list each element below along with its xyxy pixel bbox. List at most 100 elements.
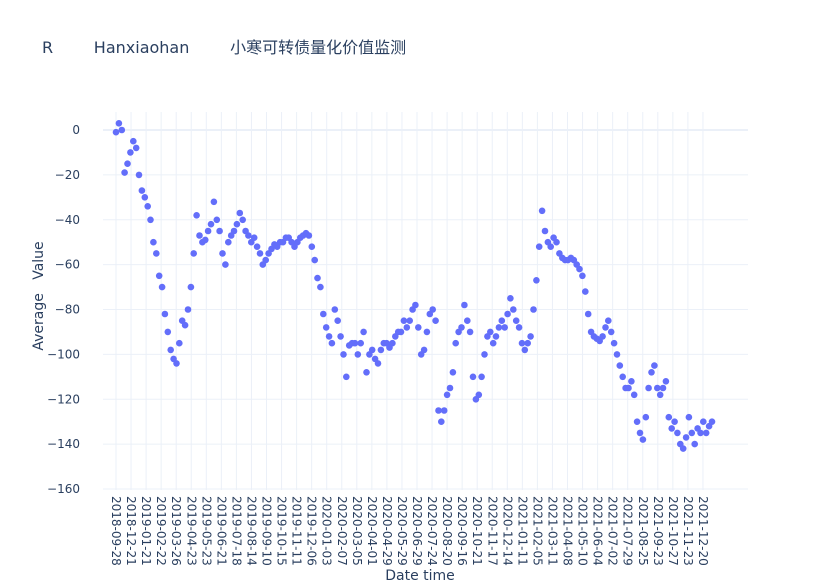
data-point	[489, 339, 497, 347]
data-point	[253, 243, 261, 250]
data-point	[487, 328, 494, 336]
data-point	[495, 324, 503, 331]
x-tick-label: 2020-12-14	[500, 496, 514, 566]
data-point	[207, 220, 215, 228]
x-tick-label: 2020-05-29	[395, 496, 409, 566]
data-point	[541, 227, 549, 235]
data-point	[225, 238, 232, 246]
x-tick-label: 2018-12-21	[124, 496, 138, 566]
data-point	[204, 227, 212, 235]
data-point	[492, 333, 500, 340]
data-point	[651, 362, 658, 369]
data-point	[181, 321, 189, 329]
x-tick-label: 2019-12-06	[305, 496, 319, 566]
data-point	[138, 187, 146, 194]
data-point	[530, 306, 537, 313]
data-point	[322, 324, 330, 331]
y-tick-label: −60	[55, 258, 80, 272]
data-point	[527, 333, 534, 340]
data-point	[584, 310, 592, 318]
x-tick-label: 2018-09-28	[109, 496, 123, 566]
data-point	[334, 317, 342, 325]
y-tick-label: −40	[55, 213, 80, 227]
data-point	[475, 391, 483, 399]
data-point	[510, 306, 517, 313]
data-point	[619, 373, 626, 381]
data-point	[331, 306, 339, 313]
data-point	[697, 429, 704, 437]
data-point	[636, 429, 644, 437]
data-point	[173, 360, 180, 367]
data-point	[469, 373, 477, 381]
data-point	[648, 369, 655, 376]
y-tick-label: −100	[47, 347, 80, 361]
x-tick-label: 2020-08-20	[440, 496, 454, 566]
data-point	[161, 310, 169, 318]
data-point	[210, 198, 218, 206]
data-point	[317, 283, 324, 291]
data-point	[645, 384, 652, 392]
data-point	[642, 413, 650, 421]
data-point	[239, 216, 246, 224]
data-point	[354, 351, 362, 358]
x-tick-label: 2020-04-29	[380, 496, 394, 566]
data-point	[406, 317, 414, 325]
data-point	[665, 413, 673, 421]
data-point	[605, 317, 612, 325]
data-point	[360, 328, 367, 336]
data-point	[420, 346, 428, 354]
data-point	[630, 391, 638, 399]
data-point	[435, 407, 442, 414]
x-tick-labels: 2018-09-28 2018-12-21 2019-01-21 2019-02-22…	[109, 496, 710, 566]
x-tick-label: 2020-11-17	[485, 496, 499, 566]
x-tick-label: 2020-09-16	[455, 496, 469, 566]
data-point	[340, 351, 347, 358]
x-tick-label: 2020-01-03	[320, 496, 334, 566]
chart-title: R Hanxiaohan 小寒可转债量化价值监测	[42, 38, 407, 57]
data-point	[671, 418, 678, 426]
data-point	[625, 384, 632, 392]
data-point	[216, 227, 223, 235]
data-point	[662, 378, 670, 385]
x-tick-label: 2021-02-05	[530, 496, 544, 566]
data-point	[124, 160, 131, 167]
data-point	[155, 272, 163, 280]
data-point	[150, 238, 157, 246]
data-point	[135, 171, 143, 179]
y-tick-label: −20	[55, 168, 80, 182]
data-point	[449, 369, 457, 376]
data-point	[415, 324, 422, 331]
data-point	[478, 373, 485, 381]
data-point	[507, 295, 514, 302]
data-point	[121, 169, 128, 176]
data-point	[202, 236, 209, 244]
x-tick-label: 2019-06-21	[214, 496, 228, 566]
data-point	[147, 216, 154, 224]
x-tick-label: 2020-10-21	[470, 496, 484, 566]
data-point	[184, 306, 192, 313]
data-point	[464, 317, 471, 325]
data-point	[602, 324, 609, 331]
data-point	[397, 328, 405, 336]
data-point	[498, 317, 506, 325]
x-tick-label: 2021-04-08	[561, 496, 575, 566]
data-point	[412, 301, 419, 309]
data-point	[187, 283, 195, 291]
data-point	[176, 339, 183, 347]
x-tick-label: 2021-11-23	[681, 496, 695, 566]
x-tick-label: 2020-06-29	[410, 496, 424, 566]
data-point	[610, 339, 618, 347]
data-point	[654, 384, 661, 392]
data-point	[357, 339, 365, 347]
data-point	[368, 346, 376, 354]
data-point	[443, 391, 451, 399]
data-point	[351, 339, 359, 347]
data-point	[674, 429, 681, 437]
data-point	[320, 310, 327, 318]
x-tick-label: 2019-09-10	[260, 496, 274, 566]
data-point	[130, 137, 137, 145]
data-point	[702, 429, 710, 437]
data-point	[158, 283, 166, 291]
data-point	[512, 317, 520, 325]
x-tick-label: 2021-10-27	[666, 496, 680, 566]
